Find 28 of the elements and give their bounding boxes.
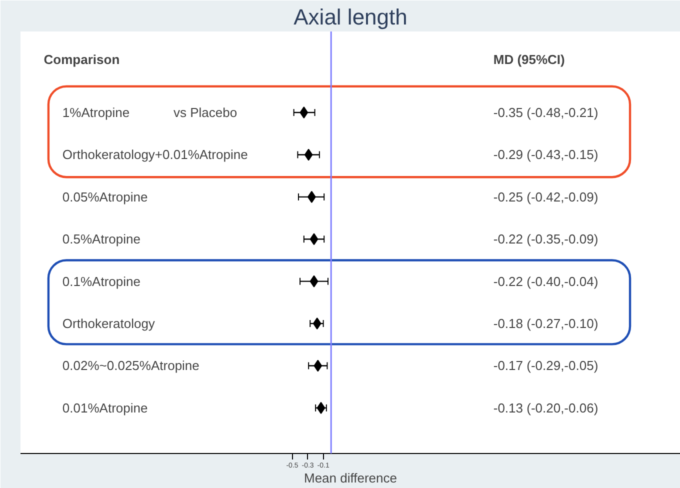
chart-title: Axial length (294, 4, 408, 30)
y-tick-label: Orthokeratology (62, 316, 156, 332)
annotation: -0.22 (-0.35,-0.09) (493, 232, 598, 247)
annotation: -0.25 (-0.42,-0.09) (493, 189, 598, 204)
y-tick-label: 0.1%Atropine (62, 274, 140, 289)
annotation: -0.35 (-0.48,-0.21) (493, 105, 598, 120)
y-tick-label: 0.02%~0.025%Atropine (62, 358, 200, 374)
y-tick-label: 0.5%Atropine (62, 232, 140, 247)
point (312, 318, 322, 330)
point (300, 106, 308, 119)
x-axis-title: Mean difference (304, 470, 398, 486)
point (316, 402, 326, 414)
y-tick-label: 0.01%Atropine (62, 400, 148, 416)
annotation: -0.22 (-0.40,-0.04) (493, 274, 598, 289)
y-tick-label: Orthokeratology+0.01%Atropine (62, 147, 248, 162)
annotation: -0.29 (-0.43,-0.15) (493, 147, 598, 162)
y-tick-label: 0.05%Atropine (62, 189, 148, 204)
annotation: -0.13 (-0.20,-0.06) (493, 400, 598, 416)
point (310, 233, 318, 246)
text: MD (95%CI) (493, 52, 565, 67)
annotation: -0.17 (-0.29,-0.05) (493, 358, 598, 374)
y-tick-label: 1%Atropine (62, 105, 130, 120)
point (314, 360, 322, 372)
annotation: vs Placebo (173, 105, 238, 120)
annotation: -0.18 (-0.27,-0.10) (493, 316, 598, 332)
point (310, 275, 318, 288)
text: Comparison (44, 52, 120, 67)
point (304, 148, 313, 161)
